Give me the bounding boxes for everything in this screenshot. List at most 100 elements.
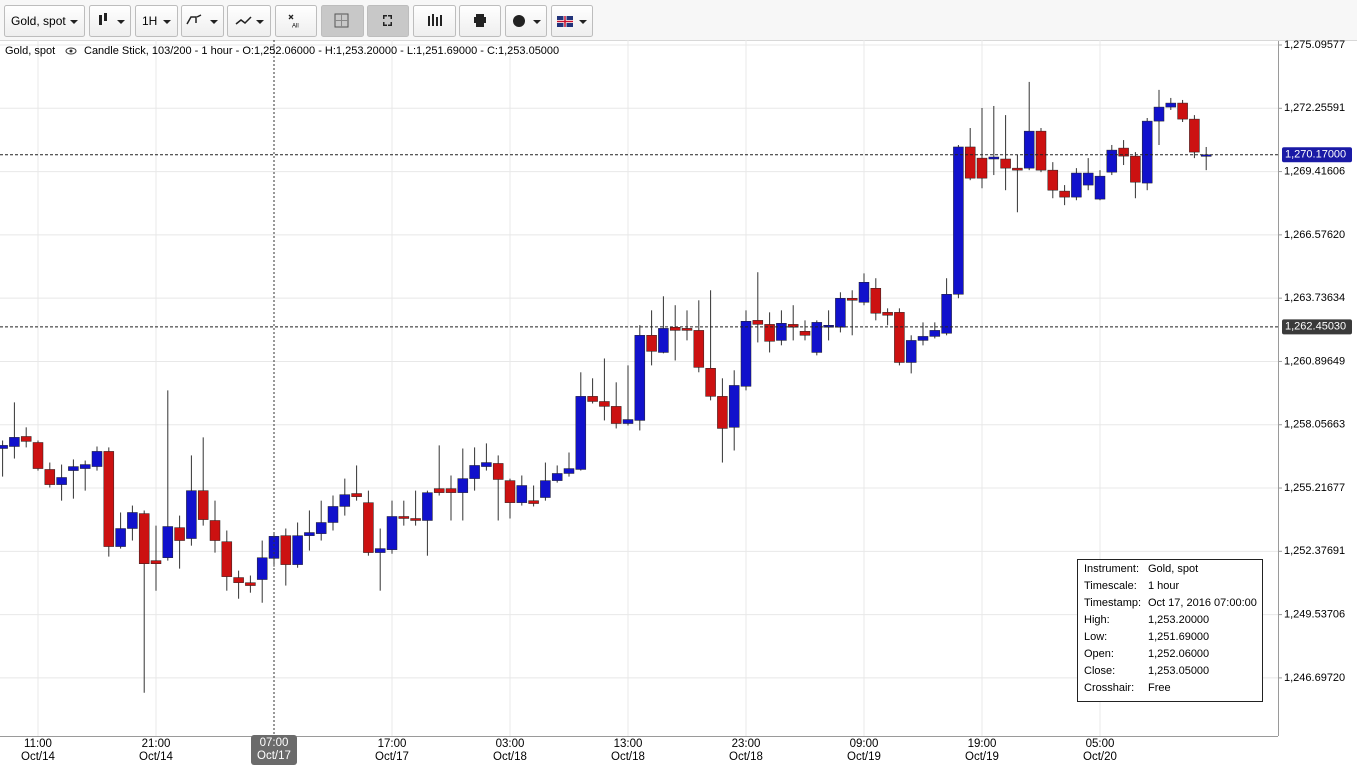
- candle-body: [1130, 155, 1141, 183]
- candle-body: [386, 516, 398, 550]
- info-value: 1 hour: [1148, 580, 1180, 592]
- candle-body: [245, 582, 256, 586]
- candle-body: [516, 485, 528, 503]
- candle-body: [835, 298, 846, 328]
- x-tick-label: 21:00 Oct/14: [139, 738, 173, 763]
- volume-button[interactable]: [413, 5, 456, 37]
- candle-body: [870, 288, 882, 314]
- candle-body: [634, 335, 646, 421]
- drawing-button[interactable]: [181, 5, 224, 37]
- candle-body: [858, 282, 870, 303]
- candle-body: [410, 518, 421, 521]
- candle-body: [941, 294, 952, 334]
- crosshair-label-bg: [251, 735, 297, 765]
- candle-body: [351, 493, 362, 497]
- candle-body: [1153, 106, 1165, 122]
- candle-body: [1035, 130, 1047, 171]
- candle-body: [823, 325, 834, 328]
- candle-body: [469, 465, 480, 479]
- overlays: 1,270.17000 1,262.45030: [0, 40, 1352, 765]
- candle-body: [91, 451, 103, 467]
- candle-body: [528, 500, 539, 504]
- symbol-button[interactable]: [4, 5, 85, 37]
- theme-button[interactable]: [505, 5, 547, 37]
- info-label: Close:: [1084, 665, 1115, 677]
- draw-icon: [186, 14, 202, 25]
- info-box: [1077, 559, 1263, 702]
- indicator-button[interactable]: [227, 5, 271, 37]
- x-tick-label: 03:00 Oct/18: [493, 738, 527, 763]
- candle-body: [115, 528, 126, 547]
- candle-body: [0, 445, 8, 449]
- candle-body: [1000, 158, 1011, 169]
- dropdown-arrows: [70, 20, 587, 24]
- info-label: High:: [1084, 614, 1110, 626]
- candle-body: [976, 157, 988, 179]
- candle-body: [1177, 102, 1188, 120]
- visibility-toggle[interactable]: [65, 47, 77, 55]
- candle-body: [799, 331, 811, 336]
- price-label: 1,270.17000: [1285, 149, 1346, 161]
- remove-all-button[interactable]: [275, 5, 317, 37]
- y-tick-label: 1,266.57620: [1284, 229, 1345, 241]
- candle-body: [44, 469, 56, 485]
- candle-body: [209, 520, 221, 541]
- info-value: Free: [1148, 682, 1171, 694]
- x-tick-label: 05:00 Oct/20: [1083, 738, 1117, 763]
- x-tick-label: 17:00 Oct/17: [375, 738, 409, 763]
- info-label: Crosshair:: [1084, 682, 1134, 694]
- candle-body: [658, 328, 669, 353]
- candle-body: [776, 323, 787, 341]
- candle-body: [292, 535, 303, 565]
- candle-body: [280, 535, 292, 565]
- info-value: 1,253.20000: [1148, 614, 1209, 626]
- candles: [0, 81, 1212, 693]
- price-label: 1,262.45030: [1285, 321, 1346, 333]
- info-label: Timescale:: [1084, 580, 1137, 592]
- candle-body: [1082, 172, 1094, 186]
- candle-body: [740, 321, 752, 387]
- candle-body: [1118, 147, 1129, 157]
- candle-body: [1189, 118, 1200, 153]
- candle-body: [32, 442, 44, 469]
- candle-body: [327, 506, 339, 523]
- candle-body: [1071, 172, 1082, 198]
- x-tick-label: 11:00 Oct/14: [21, 738, 55, 763]
- fullscreen-button[interactable]: [367, 5, 409, 37]
- info-rows: Instrument: Gold, spot Timescale: 1 hour Tim…: [1084, 563, 1257, 694]
- candle-body: [787, 324, 799, 328]
- candle-body: [79, 464, 91, 469]
- candle-body: [68, 466, 79, 471]
- info-value: 1,252.06000: [1148, 648, 1209, 660]
- candle-body: [256, 557, 268, 580]
- x-tick-label: 23:00 Oct/18: [729, 738, 763, 763]
- y-tick-label: 1,263.73634: [1284, 292, 1345, 304]
- candle-body: [929, 330, 941, 337]
- info-value: 1,251.69000: [1148, 631, 1209, 643]
- eye-icon: [69, 49, 73, 53]
- header-description: Candle Stick, 103/200 - 1 hour - O:1,252…: [84, 45, 559, 57]
- y-tick-label: 1,255.21677: [1284, 482, 1345, 494]
- candle-body: [504, 480, 516, 503]
- candle-body: [445, 488, 457, 493]
- candle-body: [1023, 130, 1035, 169]
- chart-type-button[interactable]: [89, 5, 131, 37]
- candle-body: [587, 396, 598, 402]
- candle-body: [693, 330, 705, 368]
- crosshair-x-label: 07:00 Oct/17: [257, 737, 291, 762]
- candle-body: [917, 336, 929, 341]
- y-tick-label: 1,246.69720: [1284, 672, 1345, 684]
- candle-icon: [99, 15, 102, 25]
- candle-body: [138, 513, 150, 564]
- indicator-icon: [235, 16, 252, 25]
- candle-body: [20, 436, 32, 442]
- info-value: 1,253.05000: [1148, 665, 1209, 677]
- candle-body: [728, 385, 740, 428]
- candle-body: [964, 146, 976, 179]
- print-icon: [474, 14, 486, 27]
- toolbar-icons: [70, 13, 587, 28]
- timeframe-button[interactable]: [135, 5, 178, 37]
- candle-body: [103, 451, 115, 547]
- candle-body: [374, 548, 386, 553]
- y-tick-label: 1,258.05663: [1284, 419, 1345, 431]
